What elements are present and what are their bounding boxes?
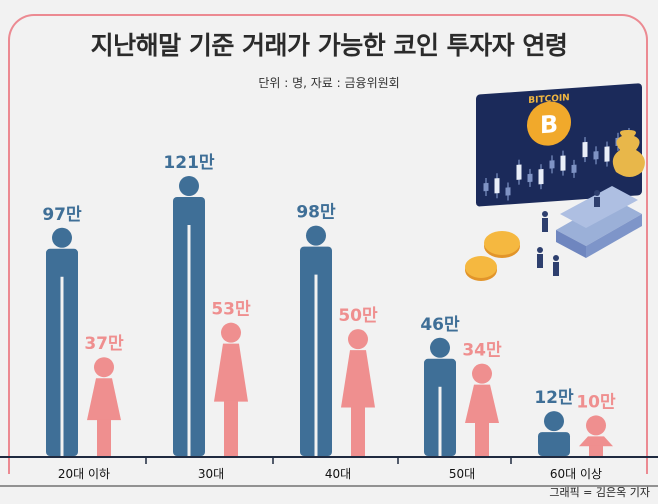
chart-title: 지난해말 기준 거래가 가능한 코인 투자자 연령 xyxy=(90,31,568,60)
unit-source-note: 단위 : 명, 자료 : 금융위원회 xyxy=(258,76,400,90)
figure-head xyxy=(544,411,564,432)
category-group: 97만 37만 xyxy=(42,205,124,456)
female-bar xyxy=(341,329,375,456)
x-tick-label: 30대 xyxy=(198,467,224,481)
figure-head xyxy=(306,225,326,246)
male-bar xyxy=(46,227,78,456)
figure-leg-gap xyxy=(187,225,191,456)
graphic-credit: 그래픽 = 김은옥 기자 xyxy=(549,486,650,499)
figure-leg-gap xyxy=(60,276,64,456)
female-bar xyxy=(465,363,499,456)
male-value-label: 121만 xyxy=(163,153,214,173)
candlestick xyxy=(604,146,610,162)
figure-head xyxy=(179,176,199,196)
female-value-label: 50만 xyxy=(338,306,378,326)
candlestick xyxy=(582,141,588,158)
figure-head xyxy=(472,363,492,384)
bitcoin-illustration: B BITCOIN xyxy=(465,83,645,281)
figure-legs xyxy=(224,400,238,456)
figure-dress xyxy=(579,436,613,447)
candlestick xyxy=(549,160,555,169)
female-bar xyxy=(214,322,248,456)
candlestick xyxy=(560,155,566,171)
figure-dress xyxy=(87,378,121,421)
candlestick xyxy=(516,164,522,180)
gold-coins-illustration xyxy=(465,231,520,281)
figure-head xyxy=(221,322,241,343)
investor-figures-illustration xyxy=(537,190,600,276)
female-value-label: 37만 xyxy=(84,334,124,354)
coin-symbol: B xyxy=(540,110,558,139)
x-tick-label: 50대 xyxy=(449,467,475,481)
female-bar xyxy=(87,357,121,456)
x-tick-label: 20대 이하 xyxy=(58,467,110,481)
figure-body xyxy=(538,432,570,456)
male-bar xyxy=(173,176,205,456)
x-tick-label: 40대 xyxy=(325,467,351,481)
female-value-label: 10만 xyxy=(576,392,616,412)
male-value-label: 98만 xyxy=(296,203,336,223)
candlestick xyxy=(483,182,489,192)
male-bar xyxy=(424,337,456,456)
bitcoin-coin-icon xyxy=(527,101,571,146)
male-bar xyxy=(300,225,332,456)
candlestick xyxy=(593,151,599,160)
figure-leg-gap xyxy=(314,274,318,456)
candlestick xyxy=(494,178,500,194)
title-frame xyxy=(8,14,648,474)
female-bar xyxy=(579,415,613,456)
figure-legs xyxy=(97,419,111,456)
figure-legs xyxy=(475,421,489,456)
figure-head xyxy=(348,329,368,350)
male-bar xyxy=(538,411,570,456)
figure-legs xyxy=(351,406,365,456)
figure-dress xyxy=(465,384,499,423)
figure-leg-gap xyxy=(438,386,442,456)
money-bag-icon xyxy=(612,130,645,177)
figure-head xyxy=(52,227,72,248)
category-group: 98만 50만 xyxy=(296,203,378,456)
figure-dress xyxy=(214,343,248,402)
figure-head xyxy=(586,415,606,436)
figure-head xyxy=(430,337,450,358)
category-group: 121만 53만 xyxy=(163,153,251,456)
figure-head xyxy=(94,357,114,378)
female-value-label: 34만 xyxy=(462,341,502,361)
figure-dress xyxy=(341,350,375,408)
coin-label: BITCOIN xyxy=(528,93,569,106)
candlestick xyxy=(527,173,533,183)
male-value-label: 12만 xyxy=(534,388,574,408)
male-value-label: 46만 xyxy=(420,315,460,335)
female-value-label: 53만 xyxy=(211,300,251,320)
x-tick-label: 60대 이상 xyxy=(550,467,602,481)
candlestick xyxy=(538,168,544,185)
category-group: 12만 10만 xyxy=(534,388,616,456)
candlestick xyxy=(571,164,577,174)
male-value-label: 97만 xyxy=(42,205,82,225)
figure-legs xyxy=(589,445,603,456)
candlestick xyxy=(505,187,511,196)
